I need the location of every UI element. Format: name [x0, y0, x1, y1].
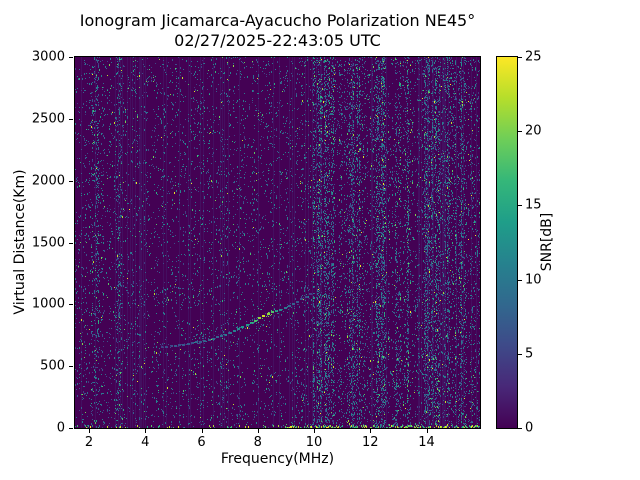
plot-area — [74, 56, 481, 429]
colorbar-tick-label: 5 — [525, 346, 534, 362]
x-tick-label: 12 — [362, 435, 379, 450]
colorbar-tick-mark — [518, 57, 522, 58]
colorbar-tick-label: 25 — [525, 49, 542, 65]
x-tick-label: 8 — [253, 435, 262, 450]
colorbar-tick-label: 0 — [525, 420, 534, 436]
y-tick-mark — [69, 366, 73, 368]
y-tick-label: 1000 — [31, 296, 65, 312]
x-tick-label: 2 — [84, 435, 94, 450]
colorbar-tick-mark — [518, 131, 522, 133]
colorbar-tick-label: 20 — [525, 123, 542, 139]
y-tick-mark — [69, 304, 73, 306]
y-axis-label: Virtual Distance(Km) — [12, 169, 28, 315]
y-tick-mark — [69, 118, 73, 120]
x-tick-label: 14 — [418, 435, 435, 450]
x-tick-label: 6 — [197, 435, 206, 450]
colorbar-label: SNR[dB] — [539, 212, 555, 272]
colorbar-tick-label: 10 — [525, 272, 542, 288]
x-tick-mark — [370, 429, 372, 433]
x-tick-mark — [314, 429, 316, 433]
x-axis-label: Frequency(MHz) — [220, 451, 335, 467]
x-tick-mark — [426, 429, 428, 433]
chart-subtitle: 02/27/2025-22:43:05 UTC — [174, 31, 381, 50]
colorbar-tick-mark — [518, 279, 522, 281]
x-tick-mark — [201, 429, 203, 433]
chart-title: Ionogram Jicamarca-Ayacucho Polarization… — [79, 11, 476, 30]
y-tick-label: 500 — [40, 358, 65, 374]
x-tick-label: 4 — [141, 435, 150, 450]
heatmap-canvas — [75, 57, 480, 428]
y-tick-mark — [69, 57, 73, 58]
y-tick-mark — [69, 180, 73, 182]
colorbar — [496, 56, 518, 429]
colorbar-tick-mark — [518, 205, 522, 207]
y-tick-label: 2500 — [31, 111, 65, 127]
y-tick-mark — [69, 428, 73, 429]
y-tick-mark — [69, 242, 73, 244]
x-tick-mark — [145, 429, 147, 433]
y-tick-label: 3000 — [31, 49, 65, 65]
x-tick-mark — [89, 429, 91, 433]
colorbar-gradient — [497, 57, 517, 428]
x-tick-mark — [257, 429, 259, 433]
y-tick-label: 0 — [56, 420, 65, 436]
y-tick-label: 2000 — [31, 173, 65, 189]
colorbar-tick-label: 15 — [525, 197, 542, 213]
colorbar-tick-mark — [518, 428, 522, 429]
y-tick-label: 1500 — [31, 235, 65, 250]
colorbar-tick-mark — [518, 353, 522, 355]
x-tick-label: 10 — [305, 435, 323, 450]
